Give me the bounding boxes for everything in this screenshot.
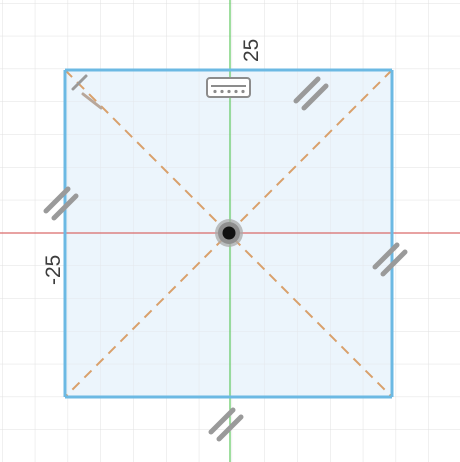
origin-point[interactable] <box>222 226 236 240</box>
parallel-constraint-icon-bottom[interactable] <box>208 407 244 442</box>
rectangle-edges[interactable] <box>63 68 394 399</box>
dimension-left[interactable]: -25 <box>42 255 65 285</box>
midpoint-coincident-icon[interactable] <box>215 219 243 247</box>
horizontal-constraint-icon[interactable] <box>206 77 251 98</box>
perpendicular-constraint-icon[interactable] <box>71 74 103 110</box>
construction-diagonal-2[interactable] <box>64 69 393 398</box>
construction-diagonal-1[interactable] <box>64 69 393 398</box>
parallel-constraint-icon-top-right[interactable] <box>293 76 329 111</box>
parallel-constraint-icon-right[interactable] <box>372 242 408 277</box>
dimension-top[interactable]: 25 <box>240 39 263 62</box>
parallel-constraint-icon-left[interactable] <box>43 186 79 221</box>
